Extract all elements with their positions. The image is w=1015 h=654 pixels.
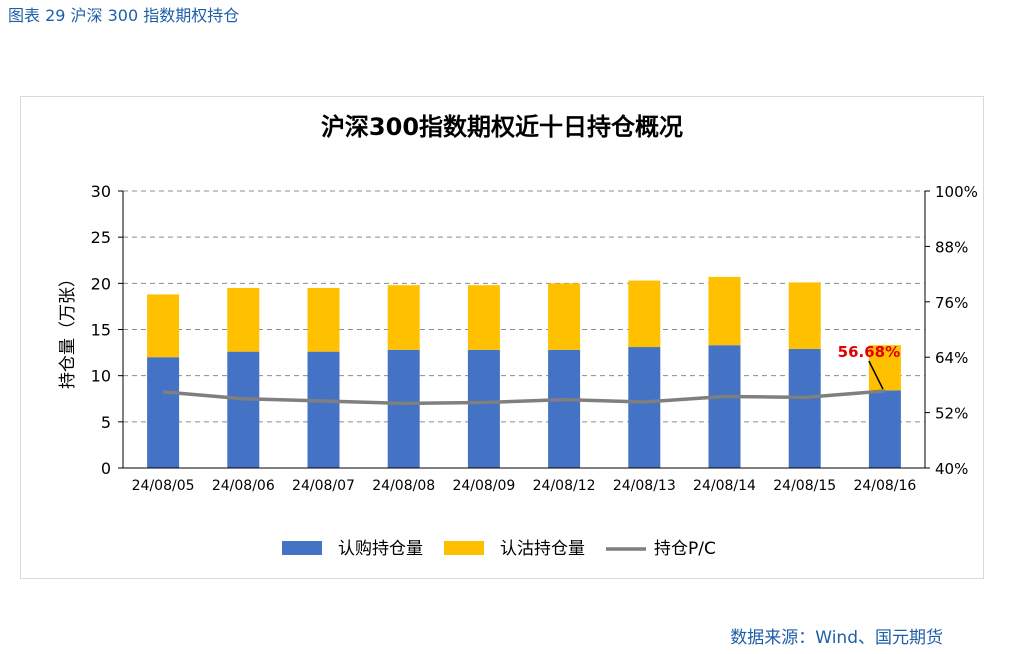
bar-call xyxy=(307,351,340,468)
legend-swatch-call xyxy=(282,541,322,555)
chart-frame: 沪深300指数期权近十日持仓概况 0 5 10 15 20 25 30 40% 52% 64% 76%… xyxy=(20,96,984,579)
bar-put xyxy=(628,280,661,348)
chart-title: 沪深300指数期权近十日持仓概况 xyxy=(321,113,683,141)
y-tick-label: 0 xyxy=(101,459,111,478)
legend-swatch-put xyxy=(444,541,484,555)
y2-tick-label: 64% xyxy=(935,349,968,367)
x-tick-label: 24/08/15 xyxy=(773,478,836,494)
figure-caption: 图表 29 沪深 300 指数期权持仓 xyxy=(8,6,240,25)
x-tick-label: 24/08/13 xyxy=(613,478,676,494)
bar-put xyxy=(708,276,741,346)
legend-label-call: 认购持仓量 xyxy=(338,539,423,559)
y-tick-label: 20 xyxy=(91,274,111,293)
legend-label-put: 认沽持仓量 xyxy=(500,539,585,559)
bar-put xyxy=(387,285,420,350)
y2-tick-label: 100% xyxy=(935,183,978,201)
bar-put xyxy=(548,283,581,350)
bar-put xyxy=(467,285,500,350)
bar-call xyxy=(868,390,901,468)
annotation-leader xyxy=(868,360,884,390)
y-axis-label: 持仓量（万张） xyxy=(58,270,78,389)
x-tick-label: 24/08/09 xyxy=(452,478,515,494)
source-note: 数据来源：Wind、国元期货 xyxy=(730,628,943,648)
x-tick-label: 24/08/07 xyxy=(292,478,355,494)
y2-tick-label: 40% xyxy=(935,460,968,478)
bar-put xyxy=(788,282,821,349)
bar-call xyxy=(548,349,581,468)
y-tick-label: 15 xyxy=(91,321,111,340)
bar-call xyxy=(788,348,821,468)
bar-call xyxy=(387,349,420,468)
y-tick-label: 25 xyxy=(91,228,111,247)
x-tick-label: 24/08/08 xyxy=(372,478,435,494)
bar-put xyxy=(147,294,180,358)
bar-call xyxy=(628,347,661,468)
x-tick-label: 24/08/14 xyxy=(693,478,756,494)
y2-tick-label: 76% xyxy=(935,294,968,312)
y-tick-label: 10 xyxy=(91,367,111,386)
y-tick-label: 30 xyxy=(91,182,111,201)
y2-tick-label: 52% xyxy=(935,405,968,423)
bar-put xyxy=(227,287,260,352)
chart: 沪深300指数期权近十日持仓概况 0 5 10 15 20 25 30 40% 52% 64% 76%… xyxy=(58,113,978,559)
x-tick-label: 24/08/16 xyxy=(853,478,916,494)
bar-call xyxy=(708,345,741,468)
y2-tick-label: 88% xyxy=(935,238,968,256)
bar-call xyxy=(147,357,180,468)
annotation-label: 56.68% xyxy=(838,343,900,361)
bar-put xyxy=(868,345,901,391)
bar-put xyxy=(307,287,340,352)
x-tick-label: 24/08/06 xyxy=(212,478,275,494)
bar-call xyxy=(467,349,500,468)
line-pc-ratio xyxy=(162,389,886,406)
x-tick-label: 24/08/12 xyxy=(533,478,596,494)
bar-call xyxy=(227,351,260,468)
y-tick-label: 5 xyxy=(101,413,111,432)
x-tick-label: 24/08/05 xyxy=(132,478,195,494)
legend-label-pc: 持仓P/C xyxy=(654,539,716,559)
